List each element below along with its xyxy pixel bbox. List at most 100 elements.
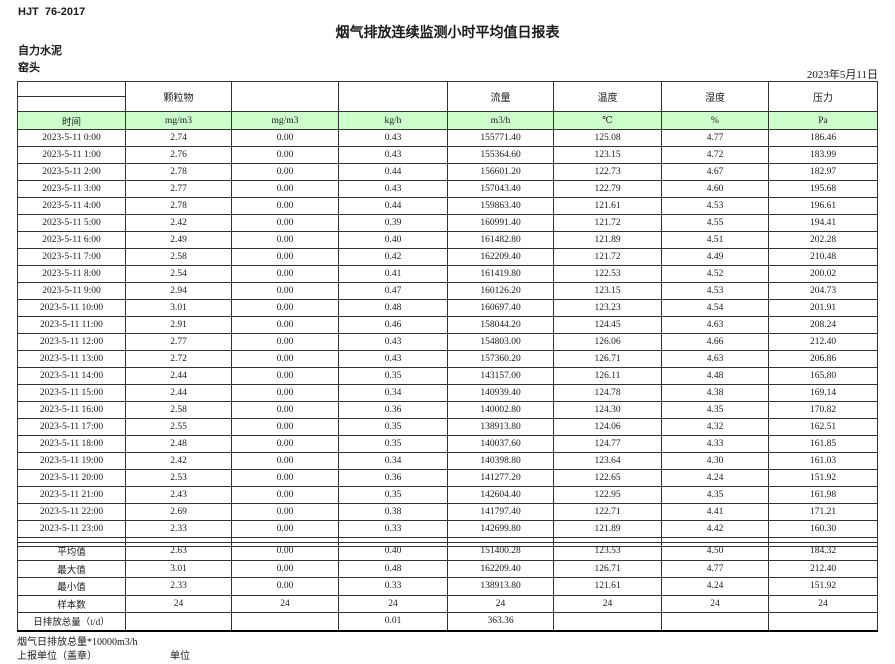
value-cell: 0.00 <box>231 265 339 283</box>
time-cell: 2023-5-11 0:00 <box>17 129 126 147</box>
value-cell: 4.77 <box>661 559 769 578</box>
time-cell: 2023-5-11 9:00 <box>17 282 126 300</box>
value-cell: 160697.40 <box>447 299 554 317</box>
value-cell: 0.36 <box>338 401 448 419</box>
value-cell: 160126.20 <box>447 282 554 300</box>
value-cell: 0.33 <box>338 577 448 596</box>
table-row: 2023-5-11 5:00 2.42 0.00 0.39 160991.40 121.7… <box>17 214 878 232</box>
value-cell: 124.30 <box>553 401 662 419</box>
value-cell: 2.58 <box>125 401 232 419</box>
table-row: 2023-5-11 12:00 2.77 0.00 0.43 154803.00 126.… <box>17 333 878 351</box>
value-cell: 2.76 <box>125 146 232 164</box>
value-cell: 169.14 <box>768 384 878 402</box>
summary-label-cell: 平均值 <box>17 542 126 561</box>
summary-row: 最小值 2.33 0.00 0.33 138913.80 121.61 4.24 151.92 <box>17 577 878 596</box>
col-header-pressure: 压力 <box>768 81 878 112</box>
value-cell: 161.03 <box>768 452 878 470</box>
col-header-blank-1 <box>231 81 339 112</box>
value-cell: 0.01 <box>338 612 448 632</box>
value-cell: 157360.20 <box>447 350 554 368</box>
value-cell <box>553 612 662 632</box>
value-cell: 124.45 <box>553 316 662 334</box>
value-cell: 138913.80 <box>447 418 554 436</box>
value-cell: 0.00 <box>231 282 339 300</box>
value-cell: 2.58 <box>125 248 232 266</box>
value-cell: 0.44 <box>338 197 448 215</box>
value-cell: 196.61 <box>768 197 878 215</box>
value-cell: 4.63 <box>661 316 769 334</box>
summary-row: 样本数 24 24 24 24 24 24 24 <box>17 594 878 613</box>
value-cell: 0.00 <box>231 248 339 266</box>
time-cell: 2023-5-11 17:00 <box>17 418 126 436</box>
summary-rows: 平均值 2.63 0.00 0.40 151400.28 123.53 4.50 184.32… <box>17 542 878 632</box>
table-row: 2023-5-11 8:00 2.54 0.00 0.41 161419.80 122.5… <box>17 265 878 283</box>
value-cell: 204.73 <box>768 282 878 300</box>
value-cell: 121.89 <box>553 520 662 538</box>
col-header-flow: 流量 <box>447 81 554 112</box>
time-cell: 2023-5-11 8:00 <box>17 265 126 283</box>
footer-note: 烟气日排放总量*10000m3/h <box>17 637 138 648</box>
value-cell: 212.40 <box>768 333 878 351</box>
value-cell: 0.00 <box>231 559 339 578</box>
value-cell: 0.43 <box>338 146 448 164</box>
value-cell: 4.67 <box>661 163 769 181</box>
value-cell: 0.41 <box>338 265 448 283</box>
time-cell: 2023-5-11 14:00 <box>17 367 126 385</box>
table-row: 2023-5-11 16:00 2.58 0.00 0.36 140002.80 124.… <box>17 401 878 419</box>
value-cell: 2.54 <box>125 265 232 283</box>
value-cell: 158044.20 <box>447 316 554 334</box>
value-cell: 0.00 <box>231 435 339 453</box>
value-cell: 182.97 <box>768 163 878 181</box>
time-cell: 2023-5-11 19:00 <box>17 452 126 470</box>
footer-report-unit: 上报单位（盖章） <box>17 651 97 662</box>
value-cell: 0.00 <box>231 418 339 436</box>
unit-mg-m3-1: mg/m3 <box>125 111 232 130</box>
summary-row: 日排放总量（t/d） 0.01 363.36 <box>17 612 878 632</box>
value-cell: 4.55 <box>661 214 769 232</box>
time-cell: 2023-5-11 16:00 <box>17 401 126 419</box>
report-date: 2023年5月11日 <box>806 69 878 81</box>
value-cell: 24 <box>553 594 662 613</box>
value-cell: 2.33 <box>125 577 232 596</box>
value-cell: 2.78 <box>125 163 232 181</box>
table-row: 2023-5-11 9:00 2.94 0.00 0.47 160126.20 123.1… <box>17 282 878 300</box>
time-cell: 2023-5-11 3:00 <box>17 180 126 198</box>
value-cell: 0.00 <box>231 333 339 351</box>
table-row: 2023-5-11 7:00 2.58 0.00 0.42 162209.40 121.7… <box>17 248 878 266</box>
value-cell: 4.72 <box>661 146 769 164</box>
value-cell: 0.35 <box>338 418 448 436</box>
value-cell: 363.36 <box>447 612 554 632</box>
value-cell: 2.69 <box>125 503 232 521</box>
value-cell: 124.06 <box>553 418 662 436</box>
value-cell: 126.71 <box>553 350 662 368</box>
summary-label-cell: 样本数 <box>17 594 126 613</box>
col-header-time: 时间 <box>17 111 126 130</box>
value-cell: 4.66 <box>661 333 769 351</box>
summary-label-cell: 日排放总量（t/d） <box>17 612 126 632</box>
time-cell: 2023-5-11 1:00 <box>17 146 126 164</box>
summary-row: 最大值 3.01 0.00 0.48 162209.40 126.71 4.77 212.40 <box>17 559 878 578</box>
table-row: 2023-5-11 2:00 2.78 0.00 0.44 156601.20 122.7… <box>17 163 878 181</box>
time-cell: 2023-5-11 7:00 <box>17 248 126 266</box>
value-cell: 0.39 <box>338 214 448 232</box>
value-cell: 155771.40 <box>447 129 554 147</box>
value-cell: 0.00 <box>231 469 339 487</box>
value-cell: 210.48 <box>768 248 878 266</box>
value-cell: 0.44 <box>338 163 448 181</box>
value-cell: 4.33 <box>661 435 769 453</box>
value-cell: 4.51 <box>661 231 769 249</box>
value-cell: 0.00 <box>231 577 339 596</box>
value-cell: 24 <box>125 594 232 613</box>
value-cell: 4.42 <box>661 520 769 538</box>
value-cell: 208.24 <box>768 316 878 334</box>
value-cell: 141277.20 <box>447 469 554 487</box>
value-cell: 186.46 <box>768 129 878 147</box>
time-cell: 2023-5-11 11:00 <box>17 316 126 334</box>
value-cell: 3.01 <box>125 559 232 578</box>
time-cell: 2023-5-11 20:00 <box>17 469 126 487</box>
value-cell: 124.77 <box>553 435 662 453</box>
value-cell <box>661 612 769 632</box>
value-cell: 122.73 <box>553 163 662 181</box>
value-cell: 4.35 <box>661 401 769 419</box>
value-cell: 2.77 <box>125 333 232 351</box>
